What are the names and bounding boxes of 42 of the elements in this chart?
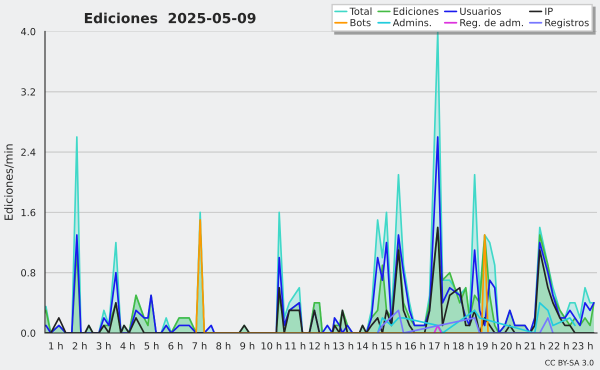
line-series bbox=[45, 136, 595, 333]
x-tick-label: 23 h bbox=[572, 342, 593, 350]
x-tick-label: 1 h bbox=[49, 342, 63, 350]
line-series bbox=[376, 302, 576, 333]
x-tick-label: 14 h bbox=[357, 342, 378, 350]
x-tick-label: 20 h bbox=[500, 342, 521, 350]
x-tick-label: 21 h bbox=[524, 342, 545, 350]
legend-label: Usuarios bbox=[460, 7, 501, 15]
y-tick-label: 4.0 bbox=[20, 28, 36, 36]
y-tick-label: 1.6 bbox=[22, 208, 36, 216]
y-tick-label: 0.8 bbox=[21, 269, 36, 277]
legend-label: Admins. bbox=[392, 18, 431, 26]
y-axis-title: Ediciones/min bbox=[4, 144, 14, 220]
x-tick-label: 2 h bbox=[72, 342, 87, 350]
legend-label: Total bbox=[350, 7, 372, 15]
x-tick-label: 15 h bbox=[381, 342, 402, 350]
x-tick-label: 7 h bbox=[192, 342, 206, 350]
x-tick-label: 6 h bbox=[168, 342, 182, 350]
x-tick-label: 19 h bbox=[477, 342, 497, 350]
y-tick-label: 0.0 bbox=[21, 329, 36, 337]
chart-title: Ediciones 2025-05-09 bbox=[84, 12, 256, 24]
x-tick-label: 3 h bbox=[96, 342, 111, 350]
line-series bbox=[376, 310, 554, 333]
x-tick-label: 18 h bbox=[453, 342, 473, 350]
y-tick-label: 2.4 bbox=[21, 148, 36, 156]
x-tick-label: 12 h bbox=[309, 342, 330, 350]
x-tick-label: 16 h bbox=[405, 342, 425, 350]
x-tick-label: 17 h bbox=[429, 342, 449, 350]
legend-label: Reg. de adm. bbox=[460, 18, 523, 28]
x-tick-label: 22 h bbox=[548, 342, 569, 350]
legend-label: Registros bbox=[545, 18, 589, 28]
x-tick-label: 4 h bbox=[120, 342, 135, 350]
x-tick-label: 13 h bbox=[333, 342, 354, 350]
x-tick-label: 11 h bbox=[286, 342, 306, 350]
x-tick-label: 5 h bbox=[144, 342, 158, 350]
x-tick-label: 10 h bbox=[262, 342, 282, 350]
x-tick-label: 9 h bbox=[240, 342, 254, 350]
legend-label: IP bbox=[545, 8, 553, 15]
legend-label: Bots bbox=[350, 19, 371, 26]
legend-label: Ediciones bbox=[394, 7, 438, 15]
y-tick-label: 3.2 bbox=[21, 88, 35, 96]
x-tick-label: 8 h bbox=[216, 342, 230, 350]
